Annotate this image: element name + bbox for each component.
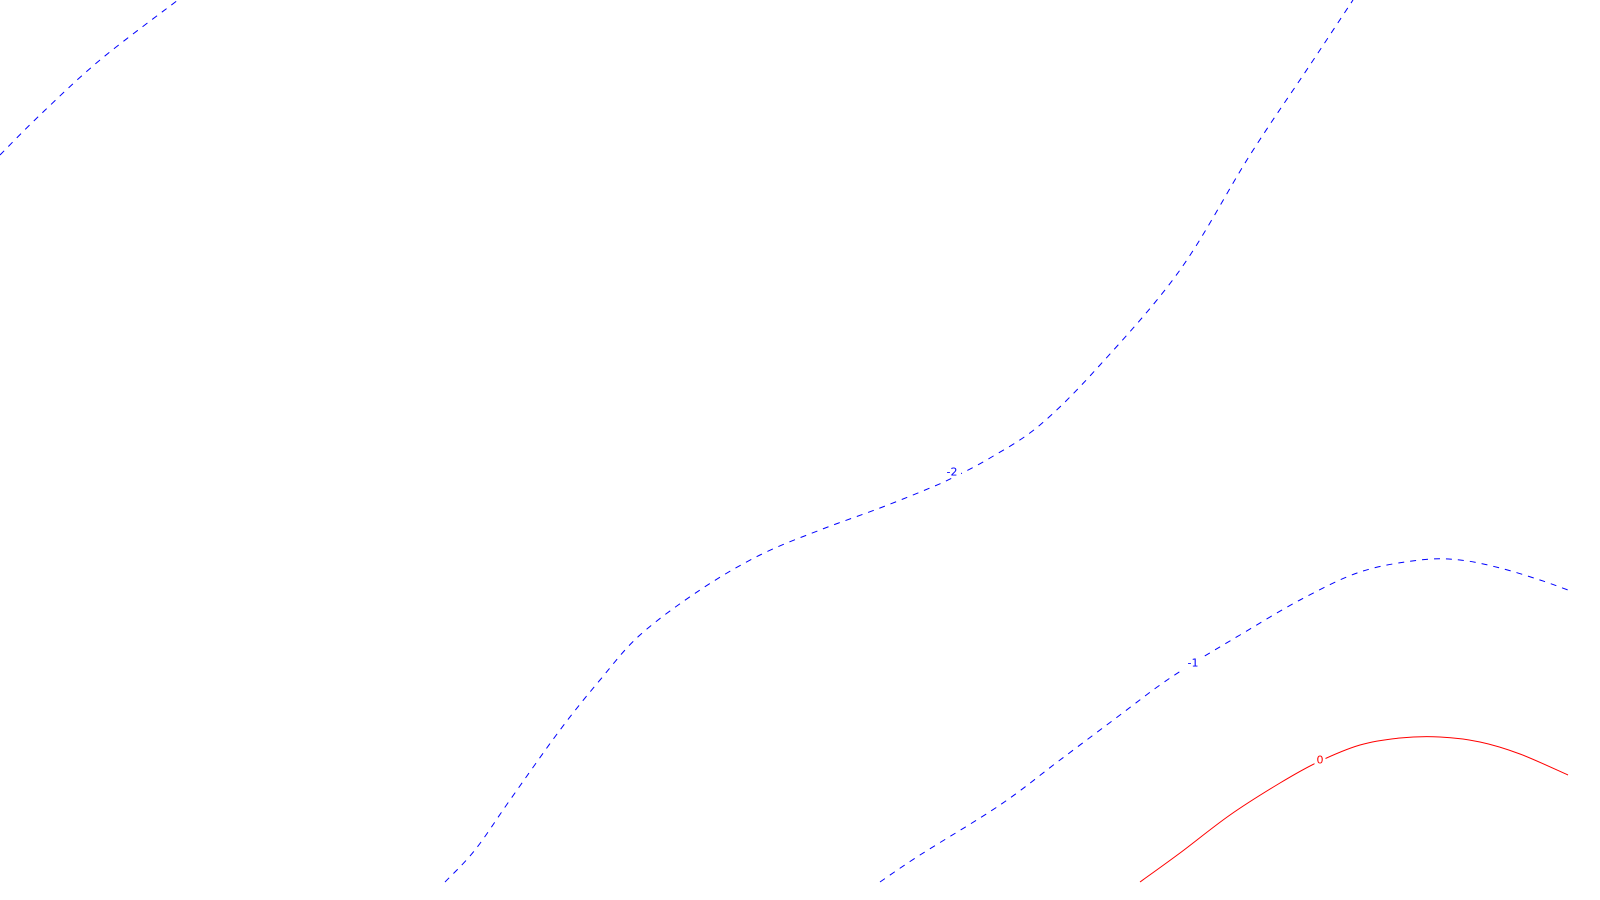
contour-labels: -2 -1 0 [943, 466, 1326, 767]
contour-label--1: -1 [1188, 657, 1199, 670]
contour-label-background [1314, 754, 1326, 766]
contour-line-level--2-segment-0 [0, 0, 179, 156]
contour-label-background [943, 466, 961, 478]
contour-label--2: -2 [947, 466, 958, 479]
contour-line-level--2-segment-1 [444, 0, 1354, 883]
contour-lines [0, 0, 1569, 883]
contour-line-level--1-segment-0 [879, 558, 1569, 883]
contour-label-0: 0 [1317, 754, 1324, 767]
contour-label-background [1184, 657, 1202, 669]
contour-line-level-0-segment-0 [1139, 736, 1569, 883]
